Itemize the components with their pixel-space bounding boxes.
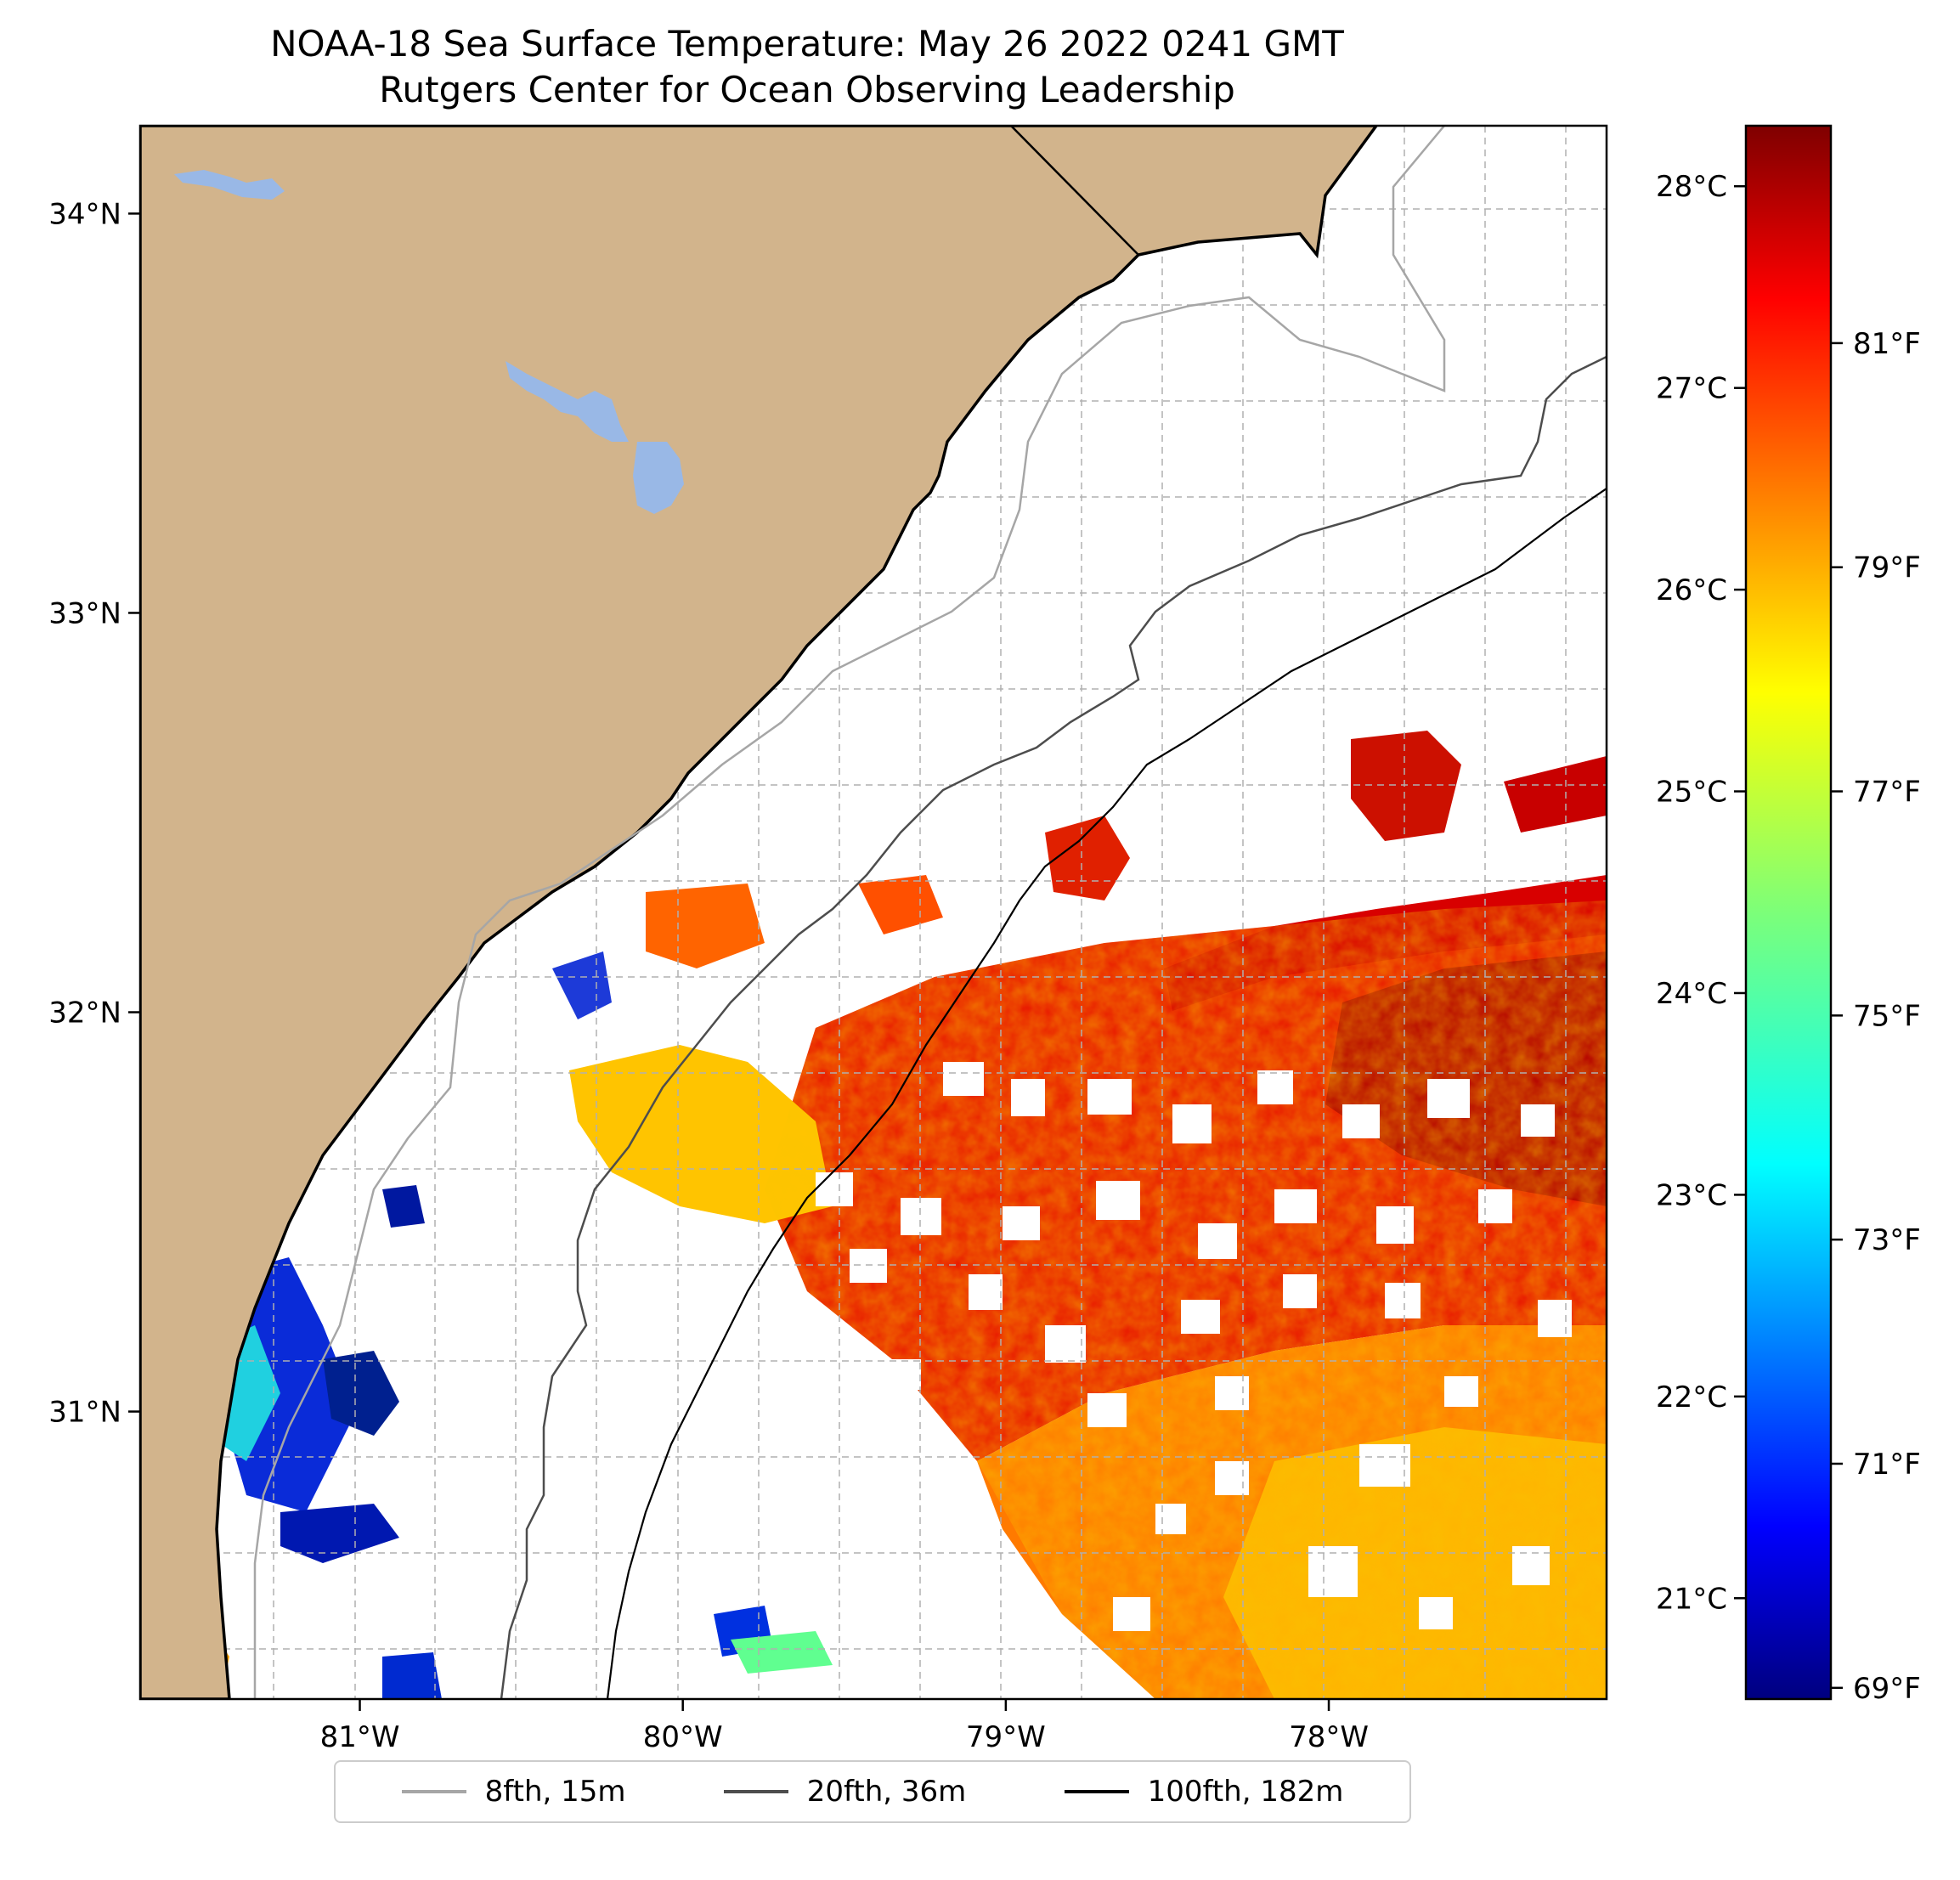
lat-tick-label: 34°N [48, 197, 121, 231]
lon-tick-label: 78°W [1289, 1720, 1369, 1754]
isobath-100fth [606, 488, 1607, 1699]
legend-line-100fth [1064, 1790, 1129, 1793]
fahrenheit-tick-label: 79°F [1853, 551, 1921, 585]
colorbar [1744, 124, 1833, 1701]
fahrenheit-tick-label: 77°F [1853, 776, 1921, 810]
lat-axis: 31°N 32°N 33°N 34°N [48, 197, 140, 1430]
sst-patch-mixed-ne [858, 875, 943, 934]
sst-patch-south-blue [382, 1652, 442, 1699]
fahrenheit-tick-label: 71°F [1853, 1448, 1921, 1482]
legend-item-20fth: 20fth, 36m [723, 1775, 967, 1809]
sst-patch-scattered-3 [1504, 756, 1607, 833]
lat-tick-label: 33°N [48, 596, 121, 630]
celsius-tick-label: 22°C [1656, 1380, 1727, 1414]
sst-patch-mixed-nw [552, 951, 612, 1019]
celsius-tick-label: 25°C [1656, 776, 1727, 810]
fahrenheit-scale: 69°F 71°F 73°F 75°F 77°F 79°F 81°F [1831, 327, 1921, 1706]
celsius-tick-label: 24°C [1656, 977, 1727, 1011]
celsius-tick-label: 27°C [1656, 372, 1727, 406]
lon-tick-label: 79°W [966, 1720, 1046, 1754]
lon-tick-label: 80°W [643, 1720, 723, 1754]
fahrenheit-tick-label: 75°F [1853, 999, 1921, 1033]
map-title: NOAA-18 Sea Surface Temperature: May 26 … [270, 23, 1344, 65]
isobath-20fth [500, 355, 1607, 1699]
state-border [1010, 126, 1139, 256]
celsius-scale: 21°C 22°C 23°C 24°C 25°C 26°C 27°C 28°C [1656, 170, 1746, 1616]
legend-item-8fth: 8fth, 15m [401, 1775, 626, 1809]
fahrenheit-tick-label: 69°F [1853, 1672, 1921, 1706]
sst-patch-yellow-west [569, 1045, 833, 1223]
celsius-tick-label: 26°C [1656, 573, 1727, 607]
legend-item-100fth: 100fth, 182m [1064, 1775, 1344, 1809]
sst-patch-cool-west-3 [280, 1504, 399, 1563]
lon-axis: 81°W 80°W 79°W 78°W [320, 1699, 1369, 1754]
celsius-tick-label: 21°C [1656, 1582, 1727, 1616]
sst-patch-cool-west-2 [323, 1351, 399, 1436]
land-mass [140, 126, 1379, 1699]
fahrenheit-tick-label: 81°F [1853, 327, 1921, 361]
map-frame [138, 124, 1608, 1701]
legend-label-20fth: 20fth, 36m [806, 1775, 967, 1809]
sst-data-layer [149, 731, 1607, 1699]
lake-marion [506, 361, 629, 442]
celsius-tick-label: 28°C [1656, 170, 1727, 204]
sst-patch-scattered-1 [1351, 731, 1461, 841]
legend-label-8fth: 8fth, 15m [484, 1775, 626, 1809]
legend-line-8fth [401, 1790, 466, 1793]
lake-north [174, 170, 285, 200]
lon-tick-label: 81°W [320, 1720, 400, 1754]
map-subtitle: Rutgers Center for Ocean Observing Leade… [379, 69, 1235, 110]
fahrenheit-tick-label: 73°F [1853, 1223, 1921, 1257]
celsius-tick-label: 23°C [1656, 1178, 1727, 1212]
lake-moultrie [633, 442, 684, 514]
isobath-8fth [253, 126, 1446, 1699]
sst-patch-scattered-2 [1045, 816, 1130, 900]
cloud-gaps [816, 1062, 1572, 1631]
sst-patch-south-green [731, 1631, 833, 1674]
legend-line-20fth [723, 1790, 788, 1793]
sst-patch-mixed-n [646, 884, 765, 968]
legend-label-100fth: 100fth, 182m [1147, 1775, 1344, 1809]
sst-patch-cool-west-4 [382, 1185, 425, 1228]
isobath-legend: 8fth, 15m 20fth, 36m 100fth, 182m [334, 1760, 1411, 1823]
lat-tick-label: 31°N [48, 1396, 121, 1430]
lat-tick-label: 32°N [48, 996, 121, 1030]
